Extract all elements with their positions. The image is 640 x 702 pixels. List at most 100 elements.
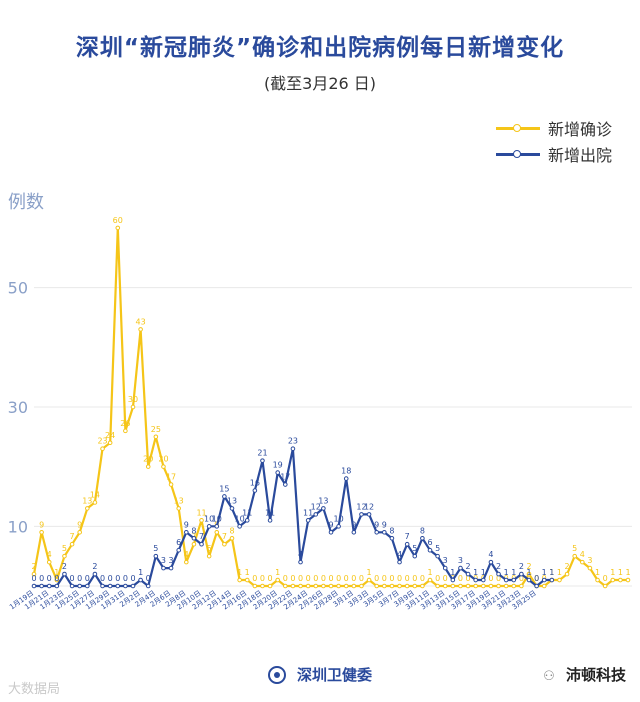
data-point-confirmed (283, 583, 288, 589)
data-point-confirmed (564, 571, 570, 577)
data-label-discharged: 0 (31, 574, 36, 583)
data-label-confirmed: 1 (549, 568, 554, 577)
data-point-discharged (298, 559, 303, 565)
data-point-discharged (237, 524, 242, 529)
series-line-discharged (34, 447, 552, 588)
data-label-discharged: 15 (219, 484, 229, 493)
data-label-confirmed: 1 (367, 568, 372, 577)
data-point-confirmed (69, 541, 75, 547)
data-label-discharged: 13 (227, 496, 237, 505)
data-point-discharged (252, 488, 258, 493)
data-point-confirmed (572, 553, 577, 559)
y-tick-label-50: 50 (8, 279, 28, 298)
data-label-confirmed: 2 (565, 562, 570, 571)
data-point-confirmed (244, 577, 250, 583)
data-point-confirmed (359, 583, 364, 589)
data-point-confirmed (214, 529, 220, 535)
data-label-confirmed: 1 (625, 568, 630, 577)
data-point-confirmed (625, 577, 631, 583)
data-point-confirmed (199, 518, 204, 523)
data-point-confirmed (343, 583, 349, 589)
legend-swatch-discharged (496, 148, 540, 160)
data-point-discharged (534, 583, 539, 589)
data-label-confirmed: 43 (136, 317, 146, 326)
data-point-confirmed (115, 225, 121, 231)
data-label-discharged: 1 (526, 568, 531, 577)
y-tick-label-30: 30 (8, 398, 28, 417)
data-point-confirmed (252, 583, 258, 589)
data-label-confirmed: 0 (260, 574, 265, 583)
data-point-discharged (549, 577, 555, 583)
data-point-discharged (77, 583, 82, 589)
data-point-discharged (199, 541, 204, 547)
data-point-confirmed (92, 500, 98, 505)
data-point-confirmed (77, 529, 82, 535)
data-point-confirmed (107, 440, 113, 446)
data-point-confirmed (473, 583, 478, 589)
data-label-confirmed: 26 (120, 419, 130, 428)
data-label-confirmed: 20 (158, 455, 168, 464)
data-point-confirmed (412, 583, 418, 589)
data-point-confirmed (62, 553, 67, 559)
data-label-discharged: 0 (534, 574, 539, 583)
y-axis-label: 例数 (8, 192, 44, 213)
data-label-discharged: 13 (318, 496, 328, 505)
data-label-confirmed: 1 (557, 568, 562, 577)
data-label-discharged: 7 (199, 532, 204, 541)
data-point-confirmed (450, 583, 456, 589)
data-point-discharged (374, 529, 379, 535)
data-point-confirmed (336, 583, 341, 589)
data-label-confirmed: 1 (610, 568, 615, 577)
data-point-confirmed (161, 464, 166, 469)
data-point-confirmed (442, 583, 448, 589)
data-label-discharged: 4 (397, 550, 402, 559)
data-label-discharged: 12 (356, 502, 366, 511)
y-tick-label-10: 10 (8, 517, 28, 536)
data-point-confirmed (267, 583, 273, 589)
data-label-discharged: 0 (100, 574, 105, 583)
data-point-confirmed (168, 482, 174, 487)
data-point-discharged (145, 583, 151, 589)
data-label-confirmed: 8 (229, 526, 234, 535)
data-point-confirmed (184, 559, 189, 565)
data-point-discharged (389, 535, 395, 541)
data-label-discharged: 0 (130, 574, 135, 583)
data-point-confirmed (46, 559, 52, 565)
data-label-confirmed: 4 (580, 550, 585, 559)
data-label-confirmed: 4 (47, 550, 52, 559)
data-label-discharged: 2 (466, 562, 471, 571)
health-commission-logo-icon (267, 665, 286, 684)
data-point-confirmed (100, 446, 105, 452)
data-label-discharged: 7 (405, 532, 410, 541)
data-label-discharged: 4 (298, 550, 303, 559)
data-label-confirmed: 1 (618, 568, 623, 577)
data-label-discharged: 16 (250, 479, 260, 488)
data-point-confirmed (511, 583, 517, 589)
data-label-discharged: 0 (39, 574, 44, 583)
data-label-confirmed: 0 (389, 574, 394, 583)
data-label-confirmed: 9 (39, 520, 44, 529)
data-label-confirmed: 60 (113, 216, 123, 225)
data-point-discharged (328, 529, 334, 535)
data-point-confirmed (458, 583, 463, 589)
data-point-discharged (541, 577, 547, 583)
data-point-confirmed (557, 577, 562, 583)
data-label-confirmed: 0 (382, 574, 387, 583)
data-point-discharged (488, 559, 494, 565)
data-label-confirmed: 0 (603, 574, 608, 583)
data-label-discharged: 5 (412, 544, 417, 553)
data-point-confirmed (153, 434, 159, 440)
data-label-discharged: 23 (288, 437, 298, 446)
data-point-confirmed (587, 565, 593, 571)
data-label-discharged: 1 (549, 568, 554, 577)
line-chart: 1030501月19日1月21日1月23日1月25日1月27日1月29日1月31… (8, 216, 632, 610)
data-point-confirmed (229, 535, 235, 541)
data-label-confirmed: 0 (443, 574, 448, 583)
data-label-confirmed: 1 (595, 568, 600, 577)
data-label-discharged: 21 (257, 449, 267, 458)
data-point-discharged (283, 482, 288, 487)
data-label-confirmed: 0 (298, 574, 303, 583)
data-point-discharged (206, 524, 212, 529)
data-point-confirmed (420, 583, 425, 589)
watermark-right: ⚇ 沛顿科技 (543, 664, 626, 685)
